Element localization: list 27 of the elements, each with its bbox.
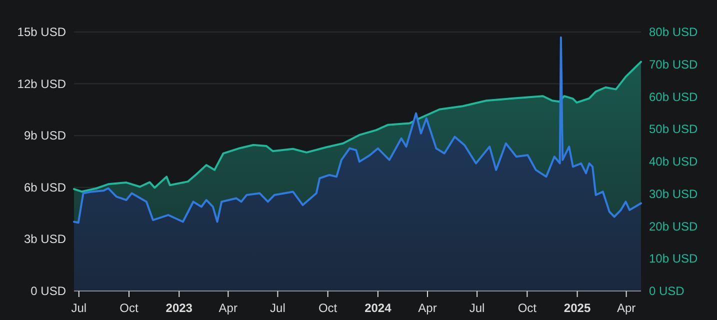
y2-tick-label: 20b USD	[649, 219, 698, 234]
y-tick-label: 0 USD	[30, 284, 66, 298]
x-tick-label: Oct	[318, 301, 338, 315]
y-tick-label: 6b USD	[24, 180, 66, 194]
x-tick-label: Jul	[71, 301, 87, 315]
y-tick-label: 3b USD	[24, 232, 66, 246]
x-tick-label: 2025	[564, 301, 591, 315]
y-tick-label: 12b USD	[17, 76, 66, 91]
y2-tick-label: 70b USD	[649, 57, 698, 72]
y2-tick-label: 40b USD	[649, 154, 698, 168]
x-tick-label: Apr	[218, 301, 238, 315]
x-tick-label: Jul	[469, 301, 485, 315]
y2-tick-label: 50b USD	[649, 122, 698, 136]
y-tick-label: 9b USD	[24, 128, 66, 143]
y2-tick-label: 0 USD	[649, 284, 685, 298]
x-tick-label: Oct	[120, 301, 140, 315]
x-tick-label: Oct	[518, 301, 538, 315]
x-tick-label: 2024	[364, 301, 392, 315]
y2-tick-label: 60b USD	[649, 90, 698, 104]
x-tick-label: Jul	[270, 301, 286, 315]
y-tick-label: 15b USD	[17, 25, 66, 39]
x-tick-label: 2023	[166, 301, 193, 315]
y2-tick-label: 80b USD	[649, 25, 698, 39]
y2-tick-label: 30b USD	[649, 186, 698, 201]
y2-tick-label: 10b USD	[649, 252, 698, 266]
x-tick-label: Apr	[616, 301, 636, 315]
x-tick-label: Apr	[418, 301, 437, 315]
